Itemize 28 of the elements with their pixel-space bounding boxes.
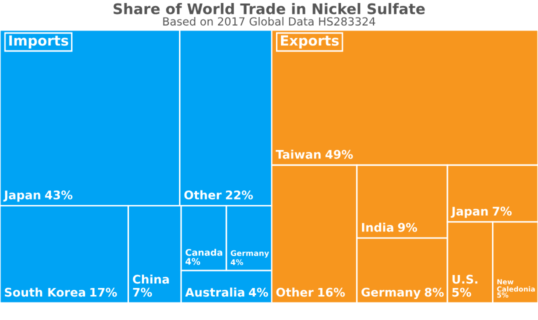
category-label: U.S.	[452, 274, 478, 284]
category-label: Other	[184, 190, 222, 200]
category-label: Taiwan	[276, 150, 321, 159]
category-label: Japan	[3, 190, 40, 202]
data-label: 49%	[325, 150, 353, 159]
data-label: 5%	[452, 288, 472, 297]
text: Exports	[280, 35, 339, 48]
data-label: 9%	[398, 222, 418, 232]
category-label: India	[362, 222, 394, 232]
data-label: 7%	[133, 288, 152, 297]
text: Imports	[9, 35, 68, 48]
category-label: Japan	[450, 206, 488, 218]
text: Based on 2017 Global Data HS283324	[163, 17, 376, 26]
category-label: South Korea	[4, 288, 86, 297]
category-label: Other	[276, 288, 314, 297]
text: Share of World Trade in Nickel Sulfate	[114, 3, 425, 14]
category-label: Australia	[185, 288, 244, 297]
data-label: 43%	[45, 190, 72, 200]
category-label: Canada	[186, 248, 222, 256]
data-label: 7%	[492, 206, 512, 216]
data-label: 17%	[90, 288, 117, 297]
data-label: 4%	[248, 288, 268, 297]
data-label: 16%	[318, 288, 345, 297]
category-label: China	[132, 274, 169, 284]
data-label: 22%	[226, 190, 253, 200]
category-label: Germany	[362, 288, 421, 299]
data-label: 8%	[424, 288, 444, 297]
data-label: 4%	[186, 258, 200, 265]
